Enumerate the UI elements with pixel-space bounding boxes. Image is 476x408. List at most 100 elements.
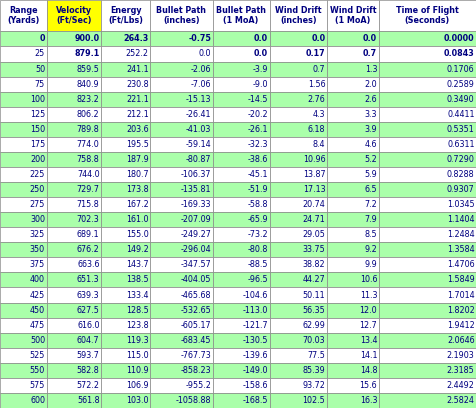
Bar (270, 333, 327, 348)
Text: -73.2: -73.2 (248, 230, 268, 239)
Text: 0: 0 (40, 34, 45, 43)
Text: 128.5: 128.5 (126, 306, 149, 315)
Text: 264.3: 264.3 (123, 34, 149, 43)
Bar (47, 107, 101, 122)
Bar (213, 393, 270, 408)
Bar (47, 303, 101, 317)
Bar (379, 242, 476, 257)
Text: 2.3185: 2.3185 (447, 366, 475, 375)
Bar (101, 212, 150, 227)
Bar (327, 348, 379, 363)
Text: 3.9: 3.9 (365, 125, 377, 134)
Text: 2.6: 2.6 (365, 95, 377, 104)
Bar (101, 363, 150, 378)
Text: 639.3: 639.3 (77, 290, 99, 299)
Bar (150, 273, 213, 288)
Bar (379, 137, 476, 152)
Text: 10.96: 10.96 (303, 155, 326, 164)
Bar (150, 47, 213, 62)
Text: 12.0: 12.0 (359, 306, 377, 315)
Bar (101, 0, 150, 31)
Text: -59.14: -59.14 (186, 140, 211, 149)
Bar (379, 212, 476, 227)
Text: -347.57: -347.57 (180, 260, 211, 269)
Bar (101, 167, 150, 182)
Bar (327, 107, 379, 122)
Text: 823.2: 823.2 (77, 95, 99, 104)
Text: -207.09: -207.09 (180, 215, 211, 224)
Text: 2.0: 2.0 (365, 80, 377, 89)
Text: 879.1: 879.1 (74, 49, 99, 58)
Text: 187.9: 187.9 (126, 155, 149, 164)
Bar (47, 137, 101, 152)
Bar (213, 303, 270, 317)
Text: 2.0646: 2.0646 (447, 336, 475, 345)
Text: 106.9: 106.9 (126, 381, 149, 390)
Bar (101, 107, 150, 122)
Bar (101, 62, 150, 77)
Text: -9.0: -9.0 (253, 80, 268, 89)
Bar (150, 393, 213, 408)
Bar (101, 242, 150, 257)
Text: 115.0: 115.0 (126, 351, 149, 360)
Bar (213, 197, 270, 212)
Bar (101, 273, 150, 288)
Bar (213, 122, 270, 137)
Bar (0, 182, 47, 197)
Text: Velocity
(Ft/Sec): Velocity (Ft/Sec) (56, 6, 92, 25)
Text: Wind Drift
(inches): Wind Drift (inches) (275, 6, 322, 25)
Text: 2.5824: 2.5824 (446, 396, 475, 405)
Text: 715.8: 715.8 (77, 200, 99, 209)
Bar (101, 137, 150, 152)
Text: 5.9: 5.9 (365, 170, 377, 179)
Bar (0, 77, 47, 92)
Bar (150, 167, 213, 182)
Bar (379, 227, 476, 242)
Bar (150, 107, 213, 122)
Text: -465.68: -465.68 (180, 290, 211, 299)
Bar (270, 288, 327, 303)
Bar (47, 197, 101, 212)
Text: -2.06: -2.06 (190, 64, 211, 73)
Bar (379, 348, 476, 363)
Bar (327, 92, 379, 107)
Bar (101, 288, 150, 303)
Bar (327, 0, 379, 31)
Text: 0.7: 0.7 (313, 64, 326, 73)
Text: Wind Drift
(1 MoA): Wind Drift (1 MoA) (329, 6, 376, 25)
Bar (47, 212, 101, 227)
Text: 1.3584: 1.3584 (447, 245, 475, 254)
Bar (213, 107, 270, 122)
Bar (47, 122, 101, 137)
Bar (0, 31, 47, 47)
Text: 702.3: 702.3 (77, 215, 99, 224)
Text: 3.3: 3.3 (365, 110, 377, 119)
Text: 4.3: 4.3 (313, 110, 326, 119)
Bar (150, 317, 213, 333)
Text: -858.23: -858.23 (180, 366, 211, 375)
Text: 161.0: 161.0 (126, 215, 149, 224)
Text: 56.35: 56.35 (303, 306, 326, 315)
Bar (101, 378, 150, 393)
Text: 2.4492: 2.4492 (446, 381, 475, 390)
Text: 103.0: 103.0 (126, 396, 149, 405)
Text: 0.0: 0.0 (198, 49, 211, 58)
Bar (270, 273, 327, 288)
Text: -32.3: -32.3 (248, 140, 268, 149)
Bar (0, 257, 47, 273)
Text: 10.6: 10.6 (360, 275, 377, 284)
Bar (47, 62, 101, 77)
Text: 600: 600 (30, 396, 45, 405)
Bar (379, 257, 476, 273)
Bar (270, 378, 327, 393)
Bar (150, 288, 213, 303)
Text: 1.0345: 1.0345 (447, 200, 475, 209)
Text: 14.1: 14.1 (360, 351, 377, 360)
Text: -106.37: -106.37 (180, 170, 211, 179)
Bar (270, 317, 327, 333)
Bar (379, 317, 476, 333)
Text: 29.05: 29.05 (302, 230, 326, 239)
Bar (213, 47, 270, 62)
Bar (270, 152, 327, 167)
Text: 572.2: 572.2 (77, 381, 99, 390)
